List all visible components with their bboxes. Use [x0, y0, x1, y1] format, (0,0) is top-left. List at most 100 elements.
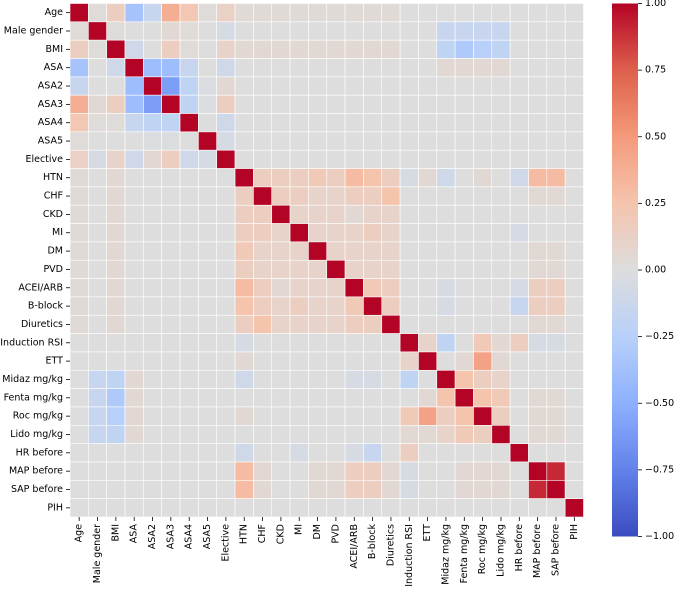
y-tick-label: SAP before — [11, 484, 63, 495]
heatmap-cell — [546, 186, 566, 206]
heatmap-cell — [546, 296, 566, 316]
heatmap-cell — [344, 149, 364, 169]
heatmap-cell — [88, 241, 107, 261]
heatmap-cell — [454, 186, 474, 206]
heatmap-cell — [491, 388, 511, 408]
heatmap-cell — [69, 259, 89, 279]
heatmap-cell — [454, 241, 474, 261]
colorbar-tick-label: −0.25 — [645, 331, 674, 342]
heatmap-cell — [234, 259, 254, 279]
heatmap-cell — [271, 168, 291, 188]
heatmap-cell — [473, 58, 493, 78]
heatmap-cell — [69, 351, 89, 371]
heatmap-cell — [473, 204, 493, 224]
heatmap-cell — [546, 443, 566, 463]
heatmap-cell — [509, 425, 529, 444]
heatmap-cell — [253, 58, 273, 78]
heatmap-cell — [179, 388, 199, 408]
heatmap-cell — [106, 314, 126, 334]
heatmap-cell — [344, 443, 364, 463]
heatmap-cell — [344, 39, 364, 59]
heatmap-cell — [509, 168, 529, 188]
heatmap-cell — [143, 406, 162, 426]
y-tick-label: CHF — [44, 191, 63, 202]
y-tick-label: Roc mg/kg — [13, 411, 63, 422]
heatmap-cell — [564, 333, 584, 353]
heatmap-cell — [198, 113, 218, 133]
heatmap-cell — [216, 333, 236, 353]
heatmap-cell — [564, 3, 584, 23]
heatmap-cell — [69, 314, 89, 334]
heatmap-cell — [528, 480, 548, 499]
heatmap-cell — [564, 131, 584, 151]
heatmap-cell — [399, 131, 419, 151]
heatmap-cell — [216, 39, 236, 59]
heatmap-cell — [491, 39, 511, 59]
heatmap-cell — [308, 204, 328, 224]
heatmap-cell — [528, 278, 548, 298]
heatmap-cell — [491, 204, 511, 224]
heatmap-cell — [454, 480, 474, 499]
heatmap-cell — [491, 498, 511, 518]
heatmap-cell — [143, 461, 162, 481]
heatmap-cell — [253, 333, 273, 353]
heatmap-cell — [436, 241, 456, 261]
heatmap-cell — [528, 241, 548, 261]
y-tick-label: Induction RSI — [0, 337, 63, 348]
heatmap-cell — [528, 186, 548, 206]
x-tick-label: ASA — [129, 524, 140, 544]
heatmap-cell — [381, 21, 401, 41]
heatmap-cell — [326, 186, 346, 206]
heatmap-cell — [289, 296, 309, 316]
heatmap-cell — [326, 241, 346, 261]
heatmap-cell — [253, 168, 273, 188]
y-tick-label: PVD — [43, 264, 63, 275]
heatmap-cell — [381, 369, 401, 389]
heatmap-cell — [234, 3, 254, 23]
heatmap-cell — [454, 406, 474, 426]
heatmap-cell — [344, 296, 364, 316]
heatmap-cell — [381, 498, 401, 518]
heatmap-cell — [69, 369, 89, 389]
heatmap-cell — [106, 369, 126, 389]
heatmap-cell — [179, 333, 199, 353]
heatmap-cell — [69, 3, 89, 23]
heatmap-cell — [546, 333, 566, 353]
heatmap-cell — [143, 443, 162, 463]
heatmap-cell — [399, 351, 419, 371]
heatmap-cell — [179, 186, 199, 206]
heatmap-cell — [454, 21, 474, 41]
heatmap-cell — [198, 3, 218, 23]
heatmap-cell — [161, 223, 181, 243]
y-tick-label: ETT — [46, 356, 64, 367]
heatmap-cell — [69, 131, 89, 151]
heatmap-cell — [491, 76, 511, 96]
heatmap-cell — [289, 131, 309, 151]
heatmap-cell — [454, 113, 474, 133]
heatmap-cell — [124, 94, 144, 114]
heatmap-cell — [143, 296, 162, 316]
heatmap-cell — [143, 204, 162, 224]
heatmap-cell — [216, 131, 236, 151]
heatmap-cell — [253, 443, 273, 463]
heatmap-cell — [436, 406, 456, 426]
heatmap-cell — [234, 461, 254, 481]
heatmap-cell — [124, 76, 144, 96]
heatmap-cell — [418, 314, 438, 334]
heatmap-cell — [326, 296, 346, 316]
heatmap-cell — [216, 461, 236, 481]
heatmap-cell — [454, 76, 474, 96]
heatmap-cell — [308, 369, 328, 389]
heatmap-cell — [509, 3, 529, 23]
heatmap-cell — [473, 406, 493, 426]
heatmap-cell — [436, 131, 456, 151]
heatmap-cell — [344, 223, 364, 243]
heatmap-cell — [69, 480, 89, 499]
heatmap-cell — [381, 425, 401, 444]
colorbar-tick-label: −0.75 — [645, 464, 674, 475]
heatmap-cell — [473, 333, 493, 353]
heatmap-cell — [418, 461, 438, 481]
x-tick-label: BMI — [110, 524, 121, 542]
heatmap-cell — [106, 351, 126, 371]
